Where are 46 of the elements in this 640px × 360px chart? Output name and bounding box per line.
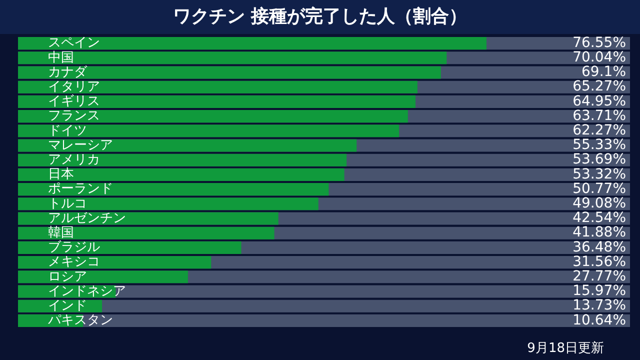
data-label: 70.04% <box>572 50 626 66</box>
y-tick-label: マレーシア <box>48 138 113 153</box>
data-label: 55.33% <box>572 137 626 154</box>
data-label: 49.08% <box>572 196 626 212</box>
y-tick-label: 中国 <box>48 50 74 66</box>
data-label: 53.69% <box>572 152 626 168</box>
y-tick-label: カナダ <box>48 64 88 80</box>
data-label: 53.32% <box>572 166 626 182</box>
data-label: 69.1% <box>582 64 626 80</box>
data-label: 64.95% <box>572 93 626 110</box>
data-label: 76.55% <box>572 34 626 51</box>
y-tick-label: アメリカ <box>48 152 100 168</box>
bar <box>18 285 116 298</box>
y-tick-label: メキシコ <box>48 254 100 270</box>
y-tick-label: 日本 <box>48 167 74 182</box>
y-tick-label: インドネシア <box>48 284 126 299</box>
data-label: 42.54% <box>572 210 626 226</box>
bar <box>18 256 212 269</box>
bar <box>18 270 188 284</box>
y-tick-label: ドイツ <box>48 123 87 138</box>
text: 9月18日更新 <box>527 340 604 357</box>
y-tick-label: 韓国 <box>48 225 74 240</box>
data-label: 63.71% <box>572 108 626 124</box>
data-label: 50.77% <box>572 180 626 197</box>
bar <box>18 300 102 312</box>
data-label: 15.97% <box>572 283 626 300</box>
y-tick-label: スペイン <box>48 36 100 51</box>
y-tick-label: イギリス <box>48 94 100 110</box>
data-label: 31.56% <box>572 254 626 270</box>
chart-title: ワクチン 接種が完了した人（割合） <box>0 0 640 34</box>
y-tick-label: イタリア <box>48 79 100 94</box>
data-label: 65.27% <box>572 78 626 95</box>
data-label: 62.27% <box>572 122 626 139</box>
y-tick-label: ポーランド <box>48 182 113 197</box>
data-label: 10.64% <box>572 312 626 328</box>
y-tick-label: アルゼンチン <box>48 210 126 226</box>
y-tick-label: インド <box>48 298 87 314</box>
y-tick-label: フランス <box>48 108 100 124</box>
y-tick-label: ブラジル <box>48 240 100 256</box>
data-label: 36.48% <box>572 239 626 256</box>
data-label: 13.73% <box>572 298 626 314</box>
y-tick-label: トルコ <box>48 196 87 212</box>
y-tick-label: パキスタン <box>47 313 113 328</box>
data-label: 27.77% <box>572 268 626 285</box>
y-tick-label: ロシア <box>48 269 87 284</box>
data-label: 41.88% <box>572 224 626 241</box>
